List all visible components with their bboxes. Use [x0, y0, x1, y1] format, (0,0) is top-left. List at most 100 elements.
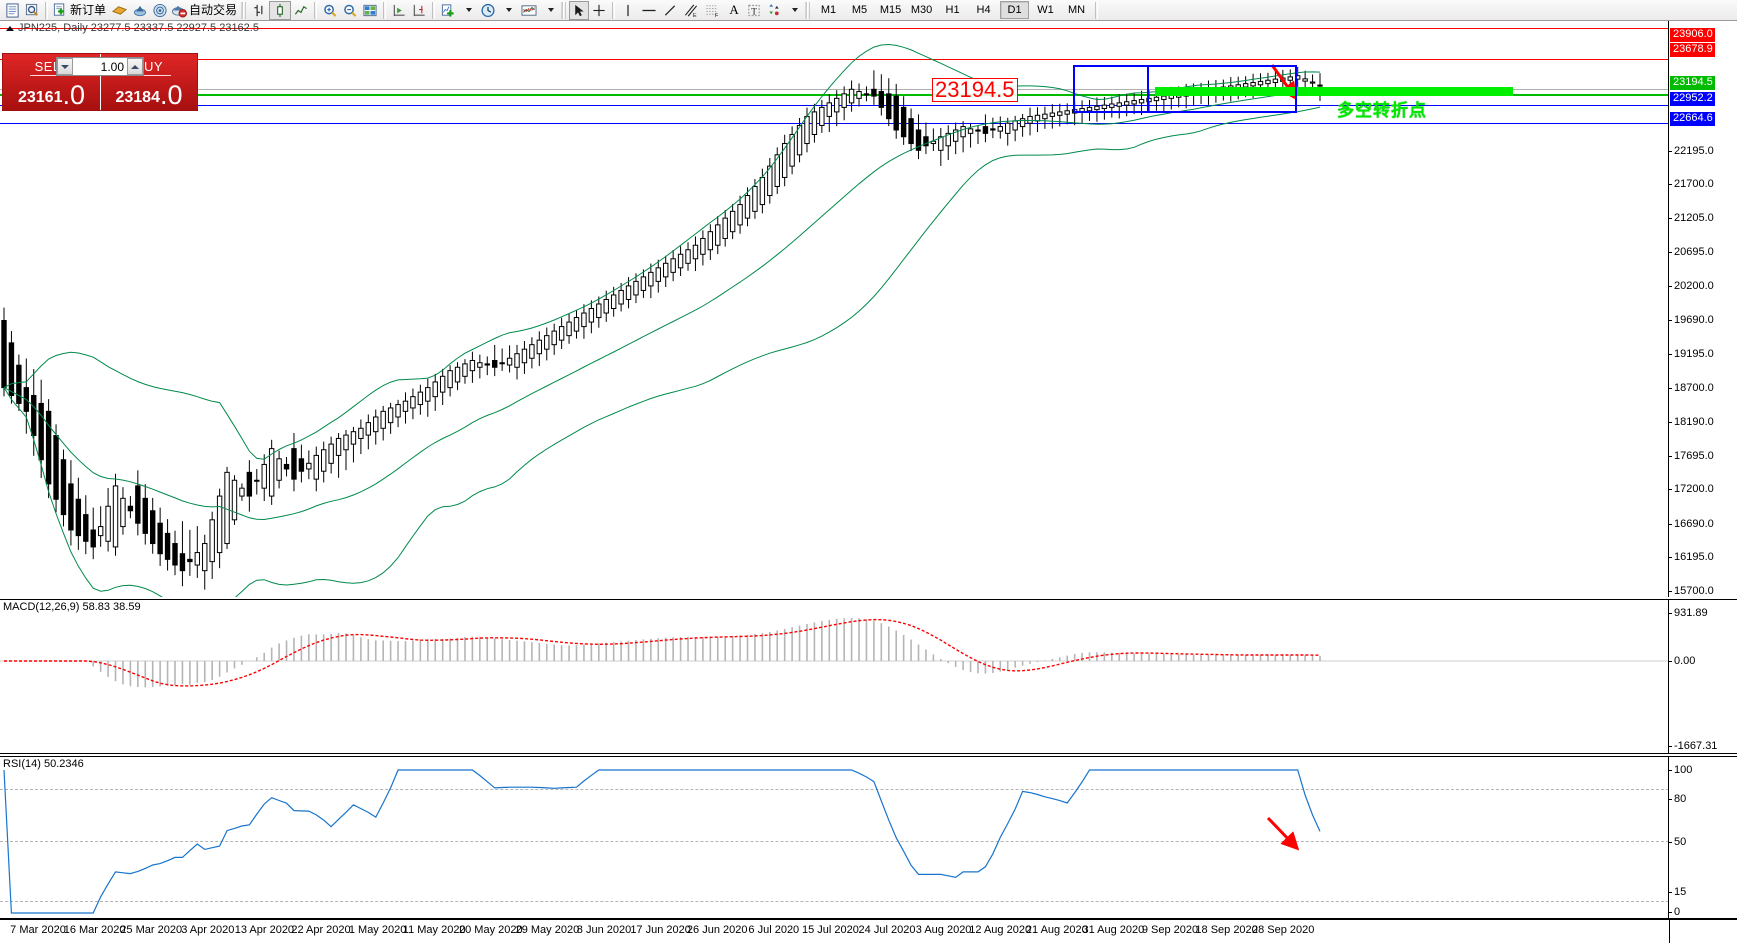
- price-annotation-tag[interactable]: 23194.5: [932, 78, 1018, 102]
- timeframe-m5-button[interactable]: M5: [851, 4, 868, 16]
- rsi-level-50: [0, 841, 1669, 842]
- price-level-label-22952-2[interactable]: 22952.2: [1670, 92, 1715, 107]
- macd-top-border: [0, 599, 1737, 600]
- green-highlight-band[interactable]: [1155, 87, 1513, 96]
- rsi-plot-area[interactable]: [0, 756, 1669, 919]
- date-label: 18 Sep 2020: [1195, 924, 1258, 936]
- date-label: 3 Apr 2020: [181, 924, 235, 936]
- date-label: 6 Jul 2020: [748, 924, 800, 936]
- templates-dropdown-arrow-icon[interactable]: [540, 1, 560, 20]
- level-line-23906: [0, 28, 1669, 29]
- macd-plot-area[interactable]: [0, 599, 1669, 754]
- level-line-23679: [0, 59, 1669, 60]
- price-plot-area[interactable]: [0, 21, 1669, 597]
- toolbar-separator: [612, 1, 616, 19]
- date-label: 17 Jun 2020: [630, 924, 691, 936]
- volume-value[interactable]: 1.00: [100, 59, 124, 74]
- date-label: 28 Sep 2020: [1251, 924, 1315, 936]
- new-order-label: 新订单: [70, 2, 107, 17]
- timeframe-mn-button[interactable]: MN: [1067, 4, 1086, 16]
- arrows-icon[interactable]: [764, 1, 784, 20]
- date-label: 3 Aug 2020: [915, 924, 972, 936]
- candlestick-chart-icon[interactable]: [269, 0, 292, 20]
- rsi-top-border: [0, 756, 1737, 757]
- buy-price-frac: .0: [159, 80, 183, 110]
- volume-stepper[interactable]: 1.00: [56, 57, 144, 76]
- rsi-scale-separator: [1668, 756, 1669, 919]
- fibonacci-retracement-icon[interactable]: F: [702, 1, 724, 20]
- signals-icon[interactable]: [150, 1, 170, 20]
- toolbar-grip[interactable]: [241, 1, 247, 19]
- chart-collapse-icon[interactable]: [6, 26, 14, 31]
- price-level-label-23194-5[interactable]: 23194.5: [1670, 75, 1715, 90]
- arrows-dropdown-arrow-icon[interactable]: [784, 1, 804, 20]
- text-icon[interactable]: A: [729, 2, 739, 17]
- mql5-community-icon[interactable]: [130, 1, 150, 20]
- equidistant-channel-icon[interactable]: E: [680, 1, 702, 20]
- toolbar-grip[interactable]: [561, 1, 567, 19]
- zoom-in-icon[interactable]: [320, 1, 340, 20]
- timeframe-w1-button[interactable]: W1: [1037, 4, 1054, 16]
- rsi-tick-0: 0: [1669, 906, 1680, 918]
- templates-icon[interactable]: [518, 1, 540, 20]
- price-level-label-23906-0[interactable]: 23906.0: [1670, 27, 1715, 42]
- price-level-label-23678-9[interactable]: 23678.9: [1670, 43, 1715, 58]
- price-tick-19690-0: 19690.0: [1669, 314, 1714, 326]
- chart-container[interactable]: JPN225, Daily 23277.5 23337.5 22927.5 23…: [0, 21, 1737, 943]
- price-series-svg: [1, 43, 1323, 597]
- market-watch-icon[interactable]: [2, 1, 22, 20]
- one-click-trading-panel[interactable]: SELL 23161.0 BUY 23184.0 1.00: [2, 53, 198, 111]
- date-label: 21 Aug 2020: [1025, 924, 1088, 936]
- trendline-icon[interactable]: [660, 1, 680, 20]
- macd-scale-separator: [1668, 599, 1669, 754]
- date-label: 16 Mar 2020: [63, 924, 126, 936]
- expert-advisor-icon[interactable]: [109, 1, 130, 20]
- price-pane[interactable]: JPN225, Daily 23277.5 23337.5 22927.5 23…: [0, 21, 1737, 597]
- horizontal-line-icon[interactable]: [638, 1, 660, 20]
- trend-note-annotation[interactable]: 多空转折点: [1337, 101, 1427, 120]
- chart-layout-icon[interactable]: [360, 1, 380, 20]
- timeframe-m15-button[interactable]: M15: [879, 4, 902, 16]
- rsi-pane[interactable]: RSI(14) 50.2346 100 80 50 15 0: [0, 756, 1737, 919]
- date-label: 29 May 2020: [515, 924, 580, 936]
- date-label: 20 May 2020: [458, 924, 523, 936]
- timeframe-h1-button[interactable]: H1: [945, 4, 960, 16]
- text-label-icon[interactable]: T: [744, 1, 764, 20]
- toolbar-grip[interactable]: [805, 1, 811, 19]
- line-chart-icon[interactable]: [291, 1, 311, 20]
- rsi-scale[interactable]: 100 80 50 15 0: [1669, 756, 1737, 919]
- date-axis[interactable]: 7 Mar 2020 16 Mar 2020 25 Mar 2020 3 Apr 20…: [0, 919, 1669, 943]
- indicators-icon[interactable]: [438, 1, 458, 20]
- period-clock-icon[interactable]: [478, 1, 498, 20]
- price-scale[interactable]: 23906.0 23678.9 23194.5 22952.2 22664.6 22195…: [1669, 21, 1737, 597]
- inner-rectangle[interactable]: [1147, 65, 1297, 113]
- vertical-line-icon[interactable]: [618, 1, 638, 20]
- price-level-label-22664-6[interactable]: 22664.6: [1670, 111, 1715, 126]
- macd-pane[interactable]: MACD(12,26,9) 58.83 38.59 931.89 0.00 -166…: [0, 599, 1737, 754]
- indicators-dropdown-arrow-icon[interactable]: [458, 1, 478, 20]
- timeframe-m30-button[interactable]: M30: [910, 4, 933, 16]
- timeframe-d1-button[interactable]: D1: [1000, 1, 1030, 19]
- volume-increase-button[interactable]: [127, 58, 143, 75]
- period-dropdown-arrow-icon[interactable]: [498, 1, 518, 20]
- auto-trading-button[interactable]: 自动交易: [170, 1, 240, 20]
- rsi-tick-15: 15: [1669, 886, 1686, 898]
- timeframe-h4-button[interactable]: H4: [976, 4, 991, 16]
- date-label: 12 Aug 2020: [969, 924, 1032, 936]
- bar-chart-icon[interactable]: [249, 1, 269, 20]
- price-tick-19195-0: 19195.0: [1669, 348, 1714, 360]
- toolbar-separator: [45, 1, 48, 19]
- date-label: 8 Jun 2020: [576, 924, 632, 936]
- chart-shift-icon[interactable]: [409, 1, 429, 20]
- cursor-icon[interactable]: [569, 0, 590, 20]
- rsi-tick-80: 80: [1669, 793, 1686, 805]
- volume-decrease-button[interactable]: [57, 58, 73, 75]
- data-window-icon[interactable]: [22, 1, 42, 20]
- new-order-button[interactable]: 新订单: [51, 1, 109, 20]
- macd-scale[interactable]: 931.89 0.00 -1667.31: [1669, 599, 1737, 754]
- zoom-out-icon[interactable]: [340, 1, 360, 20]
- macd-series-svg: [0, 617, 1669, 688]
- auto-scroll-icon[interactable]: [389, 1, 409, 20]
- crosshair-icon[interactable]: [589, 1, 609, 20]
- timeframe-m1-button[interactable]: M1: [820, 4, 837, 16]
